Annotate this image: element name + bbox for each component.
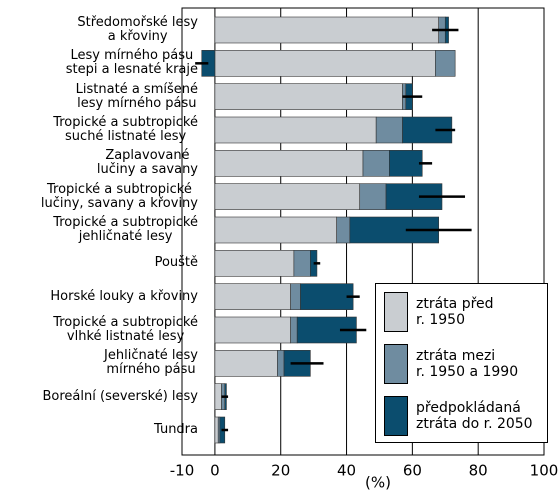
bar-segment — [214, 183, 361, 210]
legend-swatch — [384, 344, 408, 384]
category-label: Horské louky a křoviny — [50, 288, 198, 304]
legend-item: ztráta mezi r. 1950 a 1990 — [384, 344, 518, 384]
category-label: Tropické a subtropické vlhké listnaté le… — [53, 315, 198, 344]
bar-segment — [389, 150, 423, 177]
x-tick-label: 40 — [337, 462, 356, 480]
category-label: Zaplavované lučiny a savany — [96, 148, 198, 178]
legend-swatch — [384, 292, 408, 332]
legend-item: ztráta před r. 1950 — [384, 292, 494, 332]
bar-segment — [214, 116, 377, 144]
bar-segment — [214, 383, 222, 410]
legend-label: ztráta mezi r. 1950 a 1990 — [416, 348, 519, 380]
bar-segment — [214, 283, 291, 310]
x-tick-label: -10 — [170, 462, 195, 480]
x-axis-label: (%) — [365, 474, 391, 490]
legend-item: předpokládaná ztráta do r. 2050 — [384, 396, 533, 436]
category-label: Lesy mírného pásu stepi a lesnaté kraje — [65, 48, 198, 78]
plot-frame — [181, 7, 545, 456]
x-tick-label: 0 — [210, 462, 220, 480]
bar-segment — [300, 283, 354, 310]
bar-segment — [214, 416, 219, 444]
bar-segment — [277, 350, 285, 377]
category-label: Listnaté a smíšené lesy mírného pásu — [75, 81, 198, 111]
x-tick-label: 80 — [469, 462, 488, 480]
legend-label: ztráta před r. 1950 — [416, 296, 494, 328]
bar-segment — [359, 183, 387, 210]
bar-segment — [290, 283, 301, 310]
category-label: Tundra — [153, 422, 198, 437]
bar-segment — [375, 116, 403, 144]
bar-segment — [435, 50, 456, 77]
category-label: Tropické a subtropické jehličnaté lesy — [53, 215, 198, 244]
bar-segment — [214, 150, 364, 177]
category-label: Boreální (severské) lesy — [42, 388, 199, 404]
bar-segment — [214, 83, 403, 110]
legend-swatch — [384, 396, 408, 436]
bar-segment — [336, 216, 351, 244]
category-label: Jehličnaté lesy mírného pásu — [104, 348, 198, 378]
bar-segment — [214, 250, 295, 277]
bar-segment — [214, 216, 337, 244]
legend-label: předpokládaná ztráta do r. 2050 — [416, 400, 533, 432]
legend: ztráta před r. 1950 ztráta mezi r. 1950 a… — [375, 283, 548, 443]
bar-segment — [293, 250, 311, 277]
bar-segment — [214, 50, 436, 77]
x-tick-label: 100 — [530, 462, 558, 480]
bar-segment — [214, 16, 439, 44]
bar-segment — [214, 350, 278, 377]
category-label: Středomořské lesy a křoviny — [77, 15, 198, 44]
category-label: Tropické a subtropické lučiny, savany a … — [40, 181, 198, 211]
category-label: Pouště — [154, 255, 198, 271]
x-tick-label: 60 — [403, 462, 422, 480]
category-label: Tropické a subtropické suché listnaté le… — [53, 115, 198, 144]
bar-segment — [290, 316, 298, 344]
bar-segment — [214, 316, 291, 344]
bar-segment — [362, 150, 390, 177]
x-tick-label: 20 — [271, 462, 290, 480]
